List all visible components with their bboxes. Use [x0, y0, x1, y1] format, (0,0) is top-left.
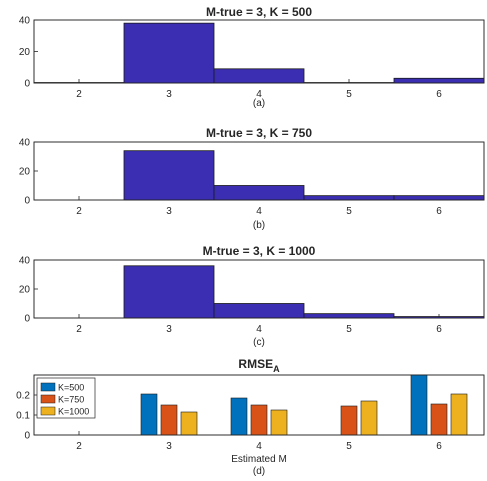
legend-swatch	[40, 382, 56, 392]
plot-frame	[33, 259, 485, 319]
chart-title: M-true = 3, K = 500	[206, 5, 312, 19]
y-tick-label: 20	[19, 167, 31, 178]
bar-K=500-6	[410, 374, 428, 436]
y-tick-label: 20	[19, 47, 31, 58]
chart-title: M-true = 3, K = 1000	[203, 244, 316, 258]
y-tick-label: 40	[19, 138, 31, 149]
x-tick-label: 4	[256, 441, 262, 452]
y-tick-label: 0	[24, 314, 30, 325]
y-tick-label: 40	[19, 256, 31, 267]
bar-K=1000-5	[360, 400, 378, 436]
plot-frame	[33, 141, 485, 201]
x-tick-label: 2	[76, 206, 82, 217]
x-tick-label: 5	[346, 206, 352, 217]
x-tick-label: 3	[166, 206, 172, 217]
bar-K=1000-3	[180, 411, 198, 436]
panel-caption: (b)	[253, 220, 265, 231]
x-tick-label: 6	[436, 206, 442, 217]
plot-frame	[33, 374, 485, 436]
chart-title: RMSEA	[238, 357, 280, 374]
bar-3	[123, 22, 215, 84]
bar-K=500-4	[230, 397, 248, 436]
legend-label: K=500	[58, 383, 84, 393]
x-tick-label: 3	[166, 89, 172, 100]
legend-label: K=750	[58, 395, 84, 405]
x-tick-label: 2	[76, 89, 82, 100]
panel-caption: (c)	[253, 337, 265, 348]
y-tick-label: 0	[24, 431, 30, 442]
bar-K=750-3	[160, 404, 178, 436]
chart-title-subscript: A	[273, 364, 280, 374]
bar-K=750-4	[250, 404, 268, 436]
bar-K=500-3	[140, 393, 158, 436]
y-tick-label: 0	[24, 196, 30, 207]
x-axis-label: Estimated M	[231, 454, 287, 465]
bar-K=1000-4	[270, 409, 288, 436]
x-tick-label: 3	[166, 441, 172, 452]
x-tick-label: 4	[256, 89, 262, 100]
bar-6	[393, 77, 485, 84]
bar-4	[213, 303, 305, 319]
panel-caption: (a)	[253, 98, 265, 109]
x-tick-label: 4	[256, 206, 262, 217]
x-tick-label: 2	[76, 324, 82, 335]
bar-3	[123, 265, 215, 319]
bar-3	[123, 150, 215, 201]
bar-5	[303, 195, 395, 201]
x-tick-label: 6	[436, 324, 442, 335]
x-tick-label: 3	[166, 324, 172, 335]
y-tick-label: 0.1	[16, 411, 30, 422]
bar-K=750-6	[430, 403, 448, 436]
panel-caption: (d)	[253, 466, 265, 477]
y-tick-label: 0	[24, 79, 30, 90]
legend: K=500 K=750 K=1000	[36, 377, 96, 419]
chart-panel-2: M-true = 3, K = 750 0 20 40 2 3 4 5 6 (b)	[19, 126, 485, 231]
x-tick-label: 6	[436, 89, 442, 100]
bar-4	[213, 68, 305, 84]
chart-panel-4: RMSEA 0 0.1 0.2 2 3 4 5 6 K=500 K=750 K=1000 Estimat…	[16, 357, 485, 477]
chart-panel-3: M-true = 3, K = 1000 0 20 40 2 3 4 5 6 (c)	[19, 244, 485, 348]
x-tick-label: 5	[346, 324, 352, 335]
bar-5	[303, 313, 395, 319]
bar-K=750-5	[340, 405, 358, 436]
y-tick-label: 20	[19, 285, 31, 296]
chart-panel-1: M-true = 3, K = 500 0 20 40 2 3 4 5 6 (a)	[19, 5, 485, 109]
bar-K=1000-6	[450, 393, 468, 436]
y-tick-label: 40	[19, 16, 31, 27]
legend-swatch	[40, 394, 56, 404]
chart-title: M-true = 3, K = 750	[206, 126, 312, 140]
x-tick-label: 5	[346, 89, 352, 100]
x-tick-label: 4	[256, 324, 262, 335]
y-tick-label: 0.2	[16, 391, 30, 402]
x-tick-label: 5	[346, 441, 352, 452]
bar-6	[393, 195, 485, 201]
plot-frame	[33, 19, 485, 84]
x-tick-label: 6	[436, 441, 442, 452]
x-tick-label: 2	[76, 441, 82, 452]
bar-4	[213, 185, 305, 201]
legend-swatch	[40, 406, 56, 416]
legend-label: K=1000	[58, 407, 89, 417]
